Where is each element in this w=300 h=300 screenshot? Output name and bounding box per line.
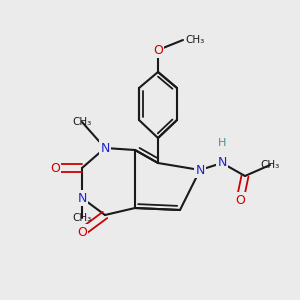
Text: O: O (235, 194, 245, 206)
Text: N: N (217, 157, 227, 169)
Text: H: H (218, 138, 226, 148)
Text: O: O (153, 44, 163, 56)
Text: N: N (100, 142, 110, 154)
Text: N: N (77, 191, 87, 205)
Text: CH₃: CH₃ (260, 160, 280, 170)
Text: CH₃: CH₃ (72, 213, 92, 223)
Text: O: O (77, 226, 87, 238)
Text: CH₃: CH₃ (72, 117, 92, 127)
Text: CH₃: CH₃ (185, 35, 204, 45)
Text: O: O (50, 161, 60, 175)
Text: N: N (195, 164, 205, 176)
